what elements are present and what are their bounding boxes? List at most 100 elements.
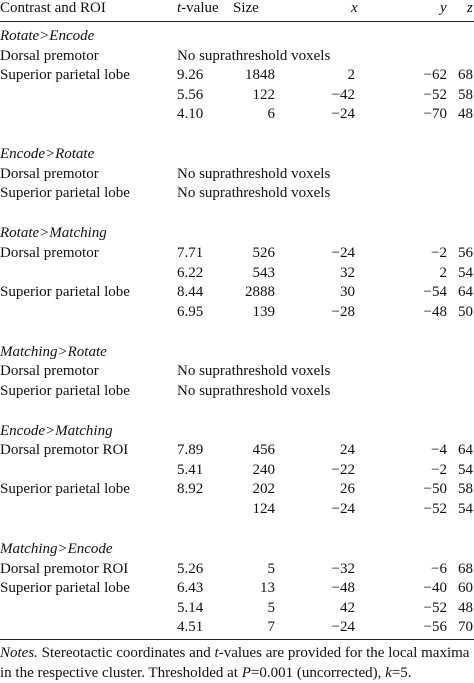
size-cell: 456 bbox=[252, 442, 276, 459]
z-cell: 54 bbox=[458, 461, 473, 478]
z-cell: 58 bbox=[458, 86, 473, 103]
section-label: Matching>Rotate bbox=[0, 343, 107, 360]
t-cell: 9.26 bbox=[177, 67, 204, 84]
x-cell: −32 bbox=[331, 560, 355, 577]
x-cell: 26 bbox=[340, 481, 355, 498]
t-cell: 7.89 bbox=[177, 442, 204, 459]
t-cell: 5.14 bbox=[177, 599, 204, 616]
y-cell: −2 bbox=[431, 244, 447, 261]
z-cell: 68 bbox=[458, 67, 473, 84]
z-cell: 68 bbox=[458, 560, 473, 577]
z-cell: 60 bbox=[458, 580, 473, 597]
note-text: =5. bbox=[391, 665, 412, 681]
y-cell: −50 bbox=[423, 481, 447, 498]
t-cell: 5.41 bbox=[177, 461, 204, 478]
y-cell: 2 bbox=[439, 264, 448, 281]
header-cell: t-value bbox=[177, 0, 219, 17]
size-cell: 13 bbox=[260, 580, 275, 597]
note-text: Stereotactic coordinates and bbox=[37, 645, 215, 661]
z-cell: 58 bbox=[458, 481, 473, 498]
y-cell: −54 bbox=[423, 284, 447, 301]
t-cell: 7.71 bbox=[177, 244, 204, 261]
t-cell: 6.22 bbox=[177, 264, 204, 281]
y-cell: −2 bbox=[431, 461, 447, 478]
section-label: Encode>Rotate bbox=[0, 146, 95, 163]
y-cell: −4 bbox=[431, 442, 447, 459]
rule bbox=[0, 21, 474, 22]
x-cell: −24 bbox=[331, 106, 355, 123]
y-cell: −70 bbox=[423, 106, 447, 123]
header-cell: x bbox=[351, 0, 358, 16]
x-cell: −42 bbox=[331, 86, 355, 103]
y-cell: −62 bbox=[423, 67, 447, 84]
size-cell: 1848 bbox=[245, 67, 275, 84]
size-cell: 5 bbox=[267, 599, 276, 616]
note-text: in the respective cluster. Thresholded a… bbox=[0, 665, 242, 681]
z-cell: 70 bbox=[458, 619, 473, 636]
note-text: k bbox=[385, 665, 392, 681]
x-cell: 2 bbox=[347, 67, 356, 84]
t-cell: 5.26 bbox=[177, 560, 204, 577]
header-text: t bbox=[177, 0, 182, 16]
z-cell: 54 bbox=[458, 501, 473, 517]
x-cell: 24 bbox=[340, 442, 355, 459]
note-cell: No suprathreshold voxels bbox=[177, 363, 331, 380]
t-cell: 4.51 bbox=[177, 619, 204, 636]
x-cell: 30 bbox=[340, 284, 355, 301]
note-text: t bbox=[214, 645, 219, 661]
t-cell: 4.10 bbox=[177, 106, 204, 123]
x-cell: −48 bbox=[331, 580, 355, 597]
z-cell: 48 bbox=[458, 106, 473, 123]
section-label: Rotate>Matching bbox=[0, 225, 107, 242]
note-cell: No suprathreshold voxels bbox=[177, 47, 331, 64]
note-line: in the respective cluster. Thresholded a… bbox=[0, 664, 412, 682]
size-cell: 7 bbox=[267, 619, 276, 636]
header-cell: Size bbox=[233, 0, 259, 16]
x-cell: 42 bbox=[340, 599, 355, 616]
size-cell: 526 bbox=[252, 244, 276, 261]
size-cell: 6 bbox=[267, 106, 276, 123]
x-cell: −24 bbox=[331, 244, 355, 261]
roi-cell: Superior parietal lobe bbox=[0, 284, 130, 301]
y-cell: −52 bbox=[423, 599, 447, 616]
header-text: -value bbox=[181, 0, 219, 16]
x-cell: 32 bbox=[340, 264, 355, 281]
z-cell: 54 bbox=[458, 264, 473, 281]
note-line: Notes. Stereotactic coordinates and t-va… bbox=[0, 644, 469, 662]
section-label: Encode>Matching bbox=[0, 422, 113, 439]
roi-cell: Superior parietal lobe bbox=[0, 481, 130, 498]
note-text: =0.001 (uncorrected), bbox=[250, 665, 386, 681]
header-cell: y bbox=[440, 0, 447, 16]
roi-cell: Superior parietal lobe bbox=[0, 580, 130, 597]
x-cell: −24 bbox=[331, 501, 355, 517]
size-cell: 240 bbox=[252, 461, 276, 478]
y-cell: −48 bbox=[423, 303, 447, 320]
roi-cell: Dorsal premotor ROI bbox=[0, 442, 129, 459]
t-cell: 6.43 bbox=[177, 580, 204, 597]
z-cell: 50 bbox=[458, 303, 473, 320]
x-cell: −28 bbox=[331, 303, 355, 320]
roi-cell: Dorsal premotor bbox=[0, 47, 99, 64]
y-cell: −6 bbox=[431, 560, 447, 577]
note-cell: No suprathreshold voxels bbox=[177, 382, 331, 399]
roi-cell: Dorsal premotor ROI bbox=[0, 560, 129, 577]
note-cell: No suprathreshold voxels bbox=[177, 185, 331, 202]
size-cell: 122 bbox=[252, 86, 276, 103]
t-cell: 8.92 bbox=[177, 481, 204, 498]
roi-cell: Dorsal premotor bbox=[0, 363, 99, 380]
z-cell: 48 bbox=[458, 599, 473, 616]
t-cell: 6.95 bbox=[177, 303, 204, 320]
z-cell: 64 bbox=[458, 284, 473, 301]
z-cell: 56 bbox=[458, 244, 473, 261]
note-text: P bbox=[241, 665, 251, 681]
roi-cell: Dorsal premotor bbox=[0, 165, 99, 182]
size-cell: 543 bbox=[252, 264, 276, 281]
rule bbox=[0, 639, 474, 640]
t-cell: 8.44 bbox=[177, 284, 204, 301]
y-cell: −40 bbox=[423, 580, 447, 597]
t-cell: 5.56 bbox=[177, 86, 204, 103]
size-cell: 139 bbox=[252, 303, 276, 320]
x-cell: −24 bbox=[331, 619, 355, 636]
header-cell: z bbox=[467, 0, 473, 16]
